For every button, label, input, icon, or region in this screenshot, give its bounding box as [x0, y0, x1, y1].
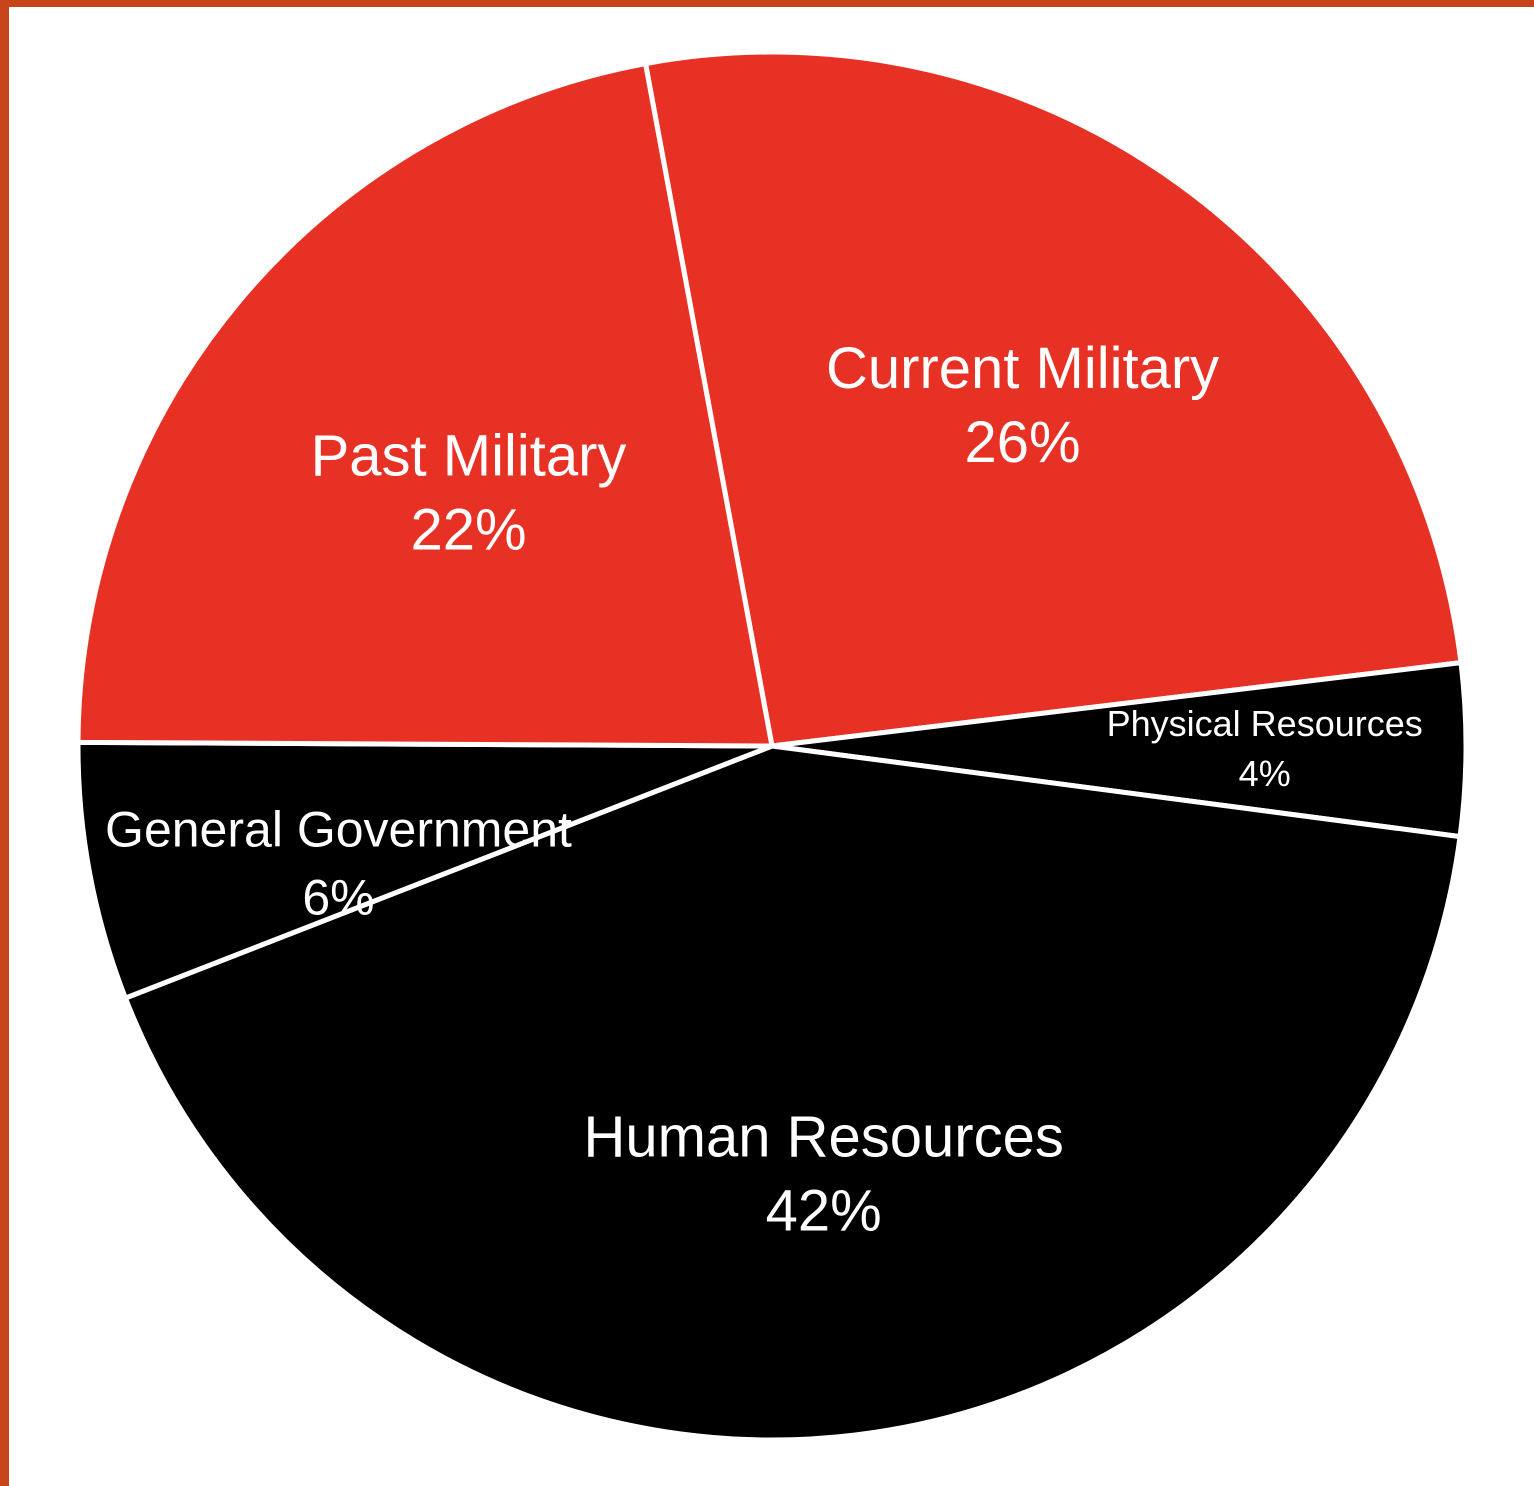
pie-slice-past-military [75, 61, 775, 749]
frame-top-border [0, 0, 1534, 7]
slice-value-physical-resources: 4% [1239, 753, 1291, 794]
slice-value-current-military: 26% [965, 410, 1081, 475]
slice-label-physical-resources: Physical Resources [1107, 703, 1423, 744]
pie-slice-general-government [75, 739, 775, 1001]
pie-slice-human-resources [122, 743, 1463, 1443]
slice-label-current-military: Current Military [826, 336, 1219, 401]
frame-left-border [0, 0, 9, 1486]
slice-value-past-military: 22% [410, 498, 526, 563]
slice-value-general-government: 6% [302, 870, 374, 926]
pie-slice-current-military [643, 49, 1464, 749]
slice-value-human-resources: 42% [766, 1179, 882, 1244]
slice-label-general-government: General Government [105, 802, 572, 858]
pie-labels: Current Military 26% Physical Resources 4% H… [105, 336, 1423, 1243]
slice-label-past-military: Past Military [311, 424, 627, 489]
slice-label-human-resources: Human Resources [584, 1105, 1064, 1170]
pie-slices [75, 49, 1469, 1443]
